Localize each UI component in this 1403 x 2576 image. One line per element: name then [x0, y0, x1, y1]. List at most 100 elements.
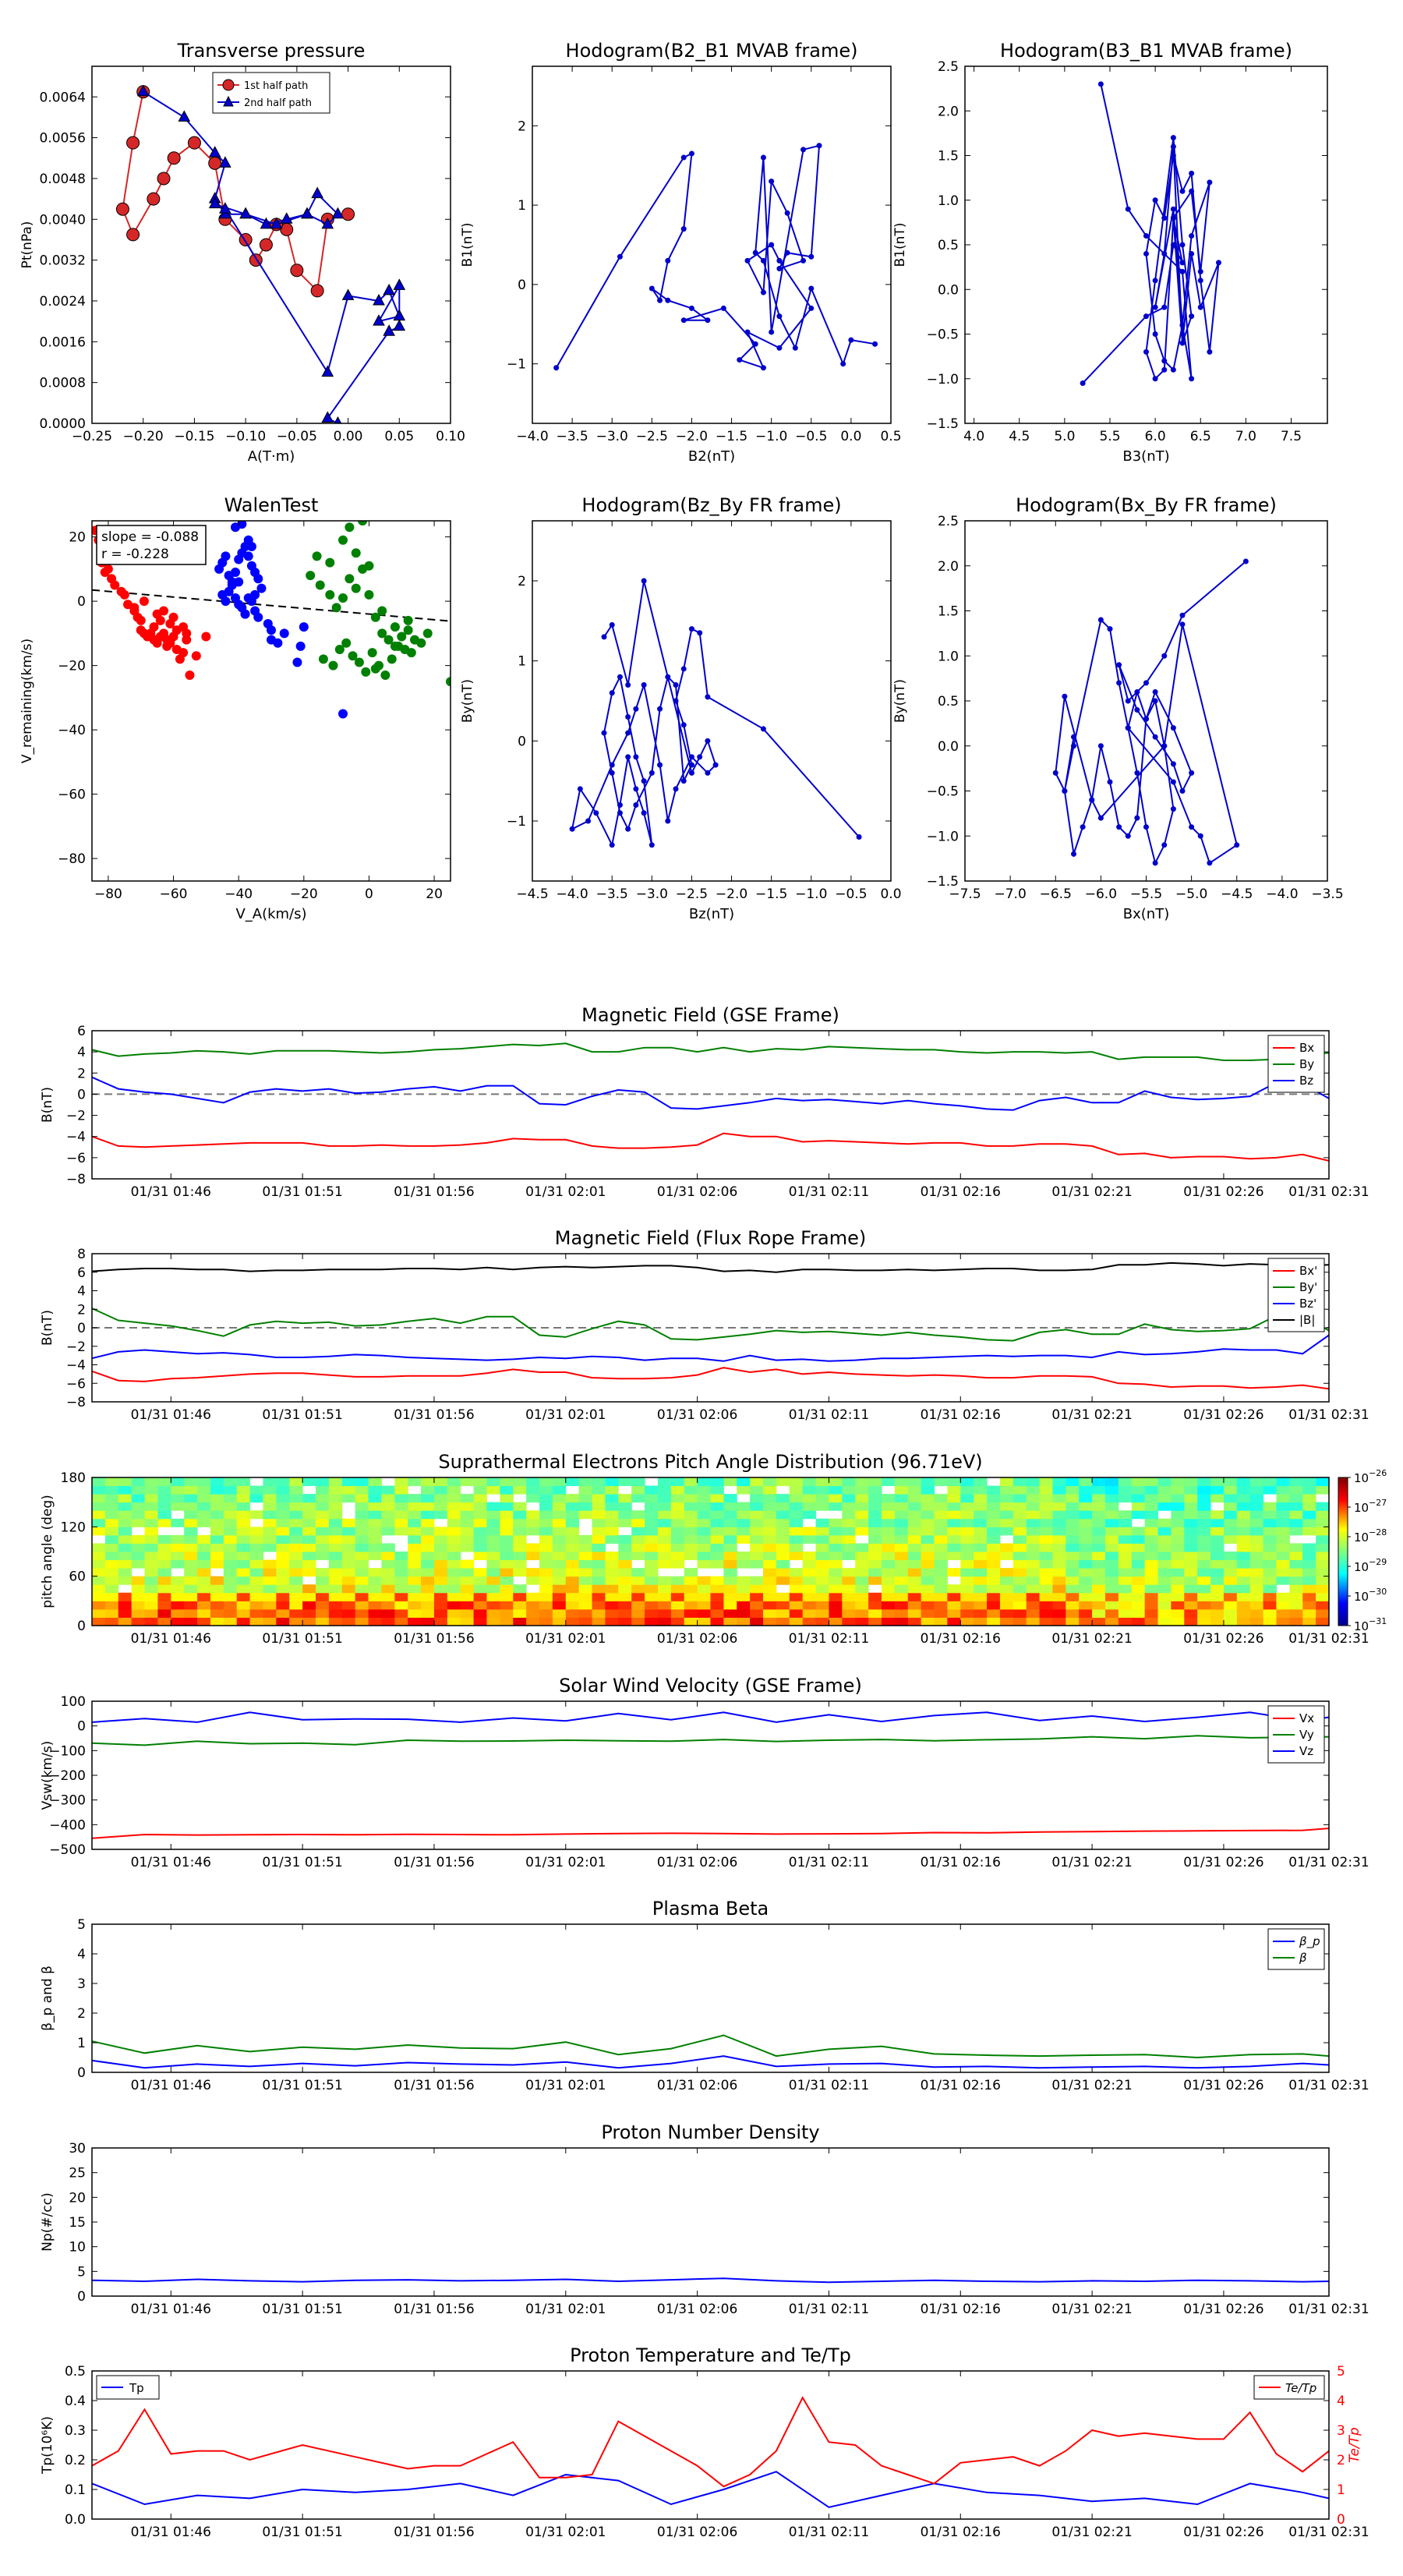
heatmap-cell [184, 1592, 198, 1601]
heatmap-cell [1131, 1485, 1146, 1495]
heatmap-cell [1316, 1485, 1329, 1495]
heatmap-cell [960, 1518, 974, 1527]
heatmap-cell [184, 1502, 198, 1511]
x-tick-label: 01/31 02:11 [789, 1407, 869, 1423]
heatmap-cell [934, 1494, 948, 1503]
heatmap-cell [486, 1584, 500, 1594]
heatmap-cell [631, 1518, 645, 1527]
heatmap-cell [486, 1510, 500, 1520]
heatmap-cell [815, 1502, 829, 1511]
heatmap-cell [1066, 1518, 1080, 1527]
heatmap-cell [578, 1543, 593, 1552]
y-tick-label: 15 [69, 2215, 86, 2231]
heatmap-cell [368, 1584, 382, 1594]
heatmap-cell [157, 1617, 171, 1626]
x-tick-label: 4.5 [1009, 429, 1030, 444]
heatmap-cell [578, 1568, 593, 1577]
legend-entry: Bz' [1299, 1297, 1316, 1311]
heatmap-cell [500, 1617, 514, 1626]
x-tick-label: 01/31 02:31 [1288, 2525, 1369, 2540]
heatmap-cell [974, 1534, 988, 1544]
heatmap-cell [486, 1601, 500, 1610]
y-tick-label: −100 [49, 1743, 86, 1759]
x-tick-label: 01/31 01:56 [394, 1184, 474, 1200]
heatmap-cell [539, 1494, 553, 1503]
heatmap-cell [737, 1601, 751, 1610]
heatmap-cell [552, 1559, 567, 1569]
heatmap-cell [197, 1494, 211, 1503]
heatmap-cell [223, 1527, 238, 1536]
x-tick-label: −20 [290, 886, 318, 902]
heatmap-cell [1276, 1617, 1290, 1626]
heatmap-cell [118, 1477, 133, 1487]
heatmap-cell [776, 1601, 790, 1610]
heatmap-cell [842, 1477, 856, 1487]
heatmap-cell [433, 1552, 448, 1561]
heatmap-cell [1066, 1510, 1080, 1520]
heatmap-cell [592, 1559, 606, 1569]
y-tick-label: 2 [77, 2006, 86, 2022]
plot-area [553, 143, 878, 371]
heatmap-cell [710, 1552, 724, 1561]
heatmap-cell [999, 1617, 1014, 1626]
heatmap-cell [513, 1527, 527, 1536]
heatmap-cell [197, 1584, 211, 1594]
x-tick-label: 01/31 01:56 [394, 2078, 474, 2093]
heatmap-cell [1276, 1592, 1290, 1601]
heatmap-cell [1249, 1510, 1264, 1520]
heatmap-cell [974, 1601, 988, 1610]
data-point [1170, 143, 1176, 150]
heatmap-cell [645, 1518, 659, 1527]
scatter-point [338, 535, 348, 545]
x-tick-label: 01/31 02:16 [921, 1407, 1001, 1423]
heatmap-cell [868, 1510, 882, 1520]
heatmap-cell [934, 1608, 948, 1618]
heatmap-cell [697, 1477, 711, 1487]
heatmap-cell [421, 1543, 435, 1552]
data-point [688, 305, 694, 311]
heatmap-cell [829, 1584, 843, 1594]
heatmap-cell [1236, 1592, 1251, 1601]
heatmap-cell [1144, 1527, 1159, 1536]
heatmap-cell [737, 1576, 751, 1585]
heatmap-cell [341, 1534, 356, 1544]
x-tick-label: 01/31 02:31 [1288, 2302, 1369, 2317]
heatmap-cell [500, 1494, 514, 1503]
heatmap-cell [565, 1494, 580, 1503]
heatmap-cell [776, 1527, 790, 1536]
heatmap-cell [776, 1502, 790, 1511]
heatmap-cell [645, 1601, 659, 1610]
heatmap-cell [802, 1534, 817, 1544]
data-point [705, 694, 711, 700]
heatmap-cell [723, 1527, 737, 1536]
heatmap-cell [1066, 1608, 1080, 1618]
data-point [665, 297, 671, 303]
x-tick-label: 01/31 02:01 [525, 1631, 606, 1647]
heatmap-cell [210, 1494, 224, 1503]
heatmap-cell [987, 1559, 1001, 1569]
x-tick-label: 01/31 02:16 [921, 2525, 1001, 2540]
heatmap-cell [316, 1576, 330, 1585]
heatmap-cell [737, 1608, 751, 1618]
heatmap-cell [486, 1477, 500, 1487]
heatmap-cell [1026, 1617, 1041, 1626]
heatmap-cell [947, 1617, 961, 1626]
data-point [1097, 815, 1104, 821]
data-point [1179, 322, 1186, 328]
heatmap-cell [1104, 1485, 1119, 1495]
heatmap-cell [460, 1601, 475, 1610]
heatmap-cell [1066, 1477, 1080, 1487]
heatmap-cell [894, 1527, 909, 1536]
heatmap-cell [881, 1502, 896, 1511]
heatmap-cell [670, 1534, 685, 1544]
y-axis-label: B1(nT) [460, 223, 475, 267]
heatmap-cell [1157, 1485, 1172, 1495]
scatter-point [367, 648, 377, 658]
heatmap-cell [104, 1543, 119, 1552]
heatmap-cell [565, 1534, 580, 1544]
heatmap-cell [144, 1543, 158, 1552]
scatter-point [315, 580, 325, 590]
heatmap-cell [1249, 1617, 1264, 1626]
heatmap-cell [578, 1617, 593, 1626]
